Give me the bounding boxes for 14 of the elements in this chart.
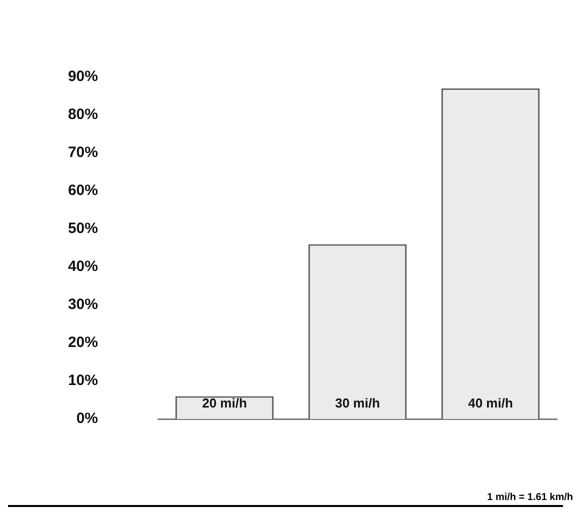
- x-tick-label: 20 mi/h: [202, 396, 247, 411]
- y-tick-label: 40%: [68, 258, 98, 276]
- x-tick-label: 30 mi/h: [335, 396, 380, 411]
- y-tick-label: 20%: [68, 334, 98, 352]
- y-tick-label: 60%: [68, 182, 98, 200]
- y-tick-label: 50%: [68, 220, 98, 238]
- y-tick-label: 70%: [68, 144, 98, 162]
- text: 1 mi/h = 1.61 km/h: [486, 492, 574, 503]
- y-tick-label: 30%: [68, 296, 98, 314]
- y-tick-label: 80%: [68, 106, 98, 124]
- x-tick-label: 40 mi/h: [468, 396, 513, 411]
- y-tick-label: 0%: [76, 410, 98, 428]
- y-tick-label: 10%: [68, 372, 98, 390]
- y-tick-label: 90%: [68, 68, 98, 86]
